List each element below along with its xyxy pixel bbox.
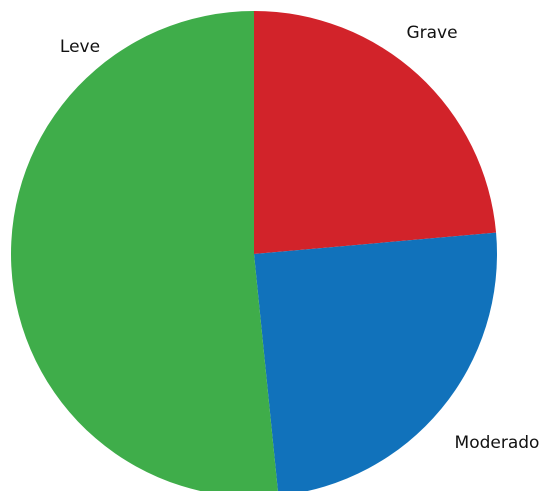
pie-slice [254, 11, 497, 254]
slice-label: Moderado [455, 433, 540, 453]
slice-label: Grave [406, 23, 457, 43]
slice-label: Leve [60, 37, 100, 57]
pie-slice [11, 11, 278, 491]
pie-slice [254, 232, 497, 491]
